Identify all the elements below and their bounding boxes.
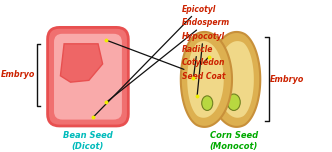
Text: Epicotyl: Epicotyl bbox=[93, 5, 216, 117]
FancyBboxPatch shape bbox=[54, 34, 122, 120]
Polygon shape bbox=[209, 32, 260, 127]
Text: Hypocotyl: Hypocotyl bbox=[182, 32, 225, 96]
Polygon shape bbox=[60, 44, 103, 82]
Ellipse shape bbox=[202, 96, 213, 111]
Polygon shape bbox=[181, 32, 232, 127]
Text: Radicle: Radicle bbox=[182, 45, 213, 78]
Polygon shape bbox=[187, 41, 224, 118]
FancyBboxPatch shape bbox=[47, 27, 128, 126]
Text: Endosperm: Endosperm bbox=[106, 18, 230, 102]
Text: Corn Seed
(Monocot): Corn Seed (Monocot) bbox=[209, 131, 258, 151]
Ellipse shape bbox=[227, 94, 240, 111]
Polygon shape bbox=[217, 41, 254, 118]
Text: Seed Coat: Seed Coat bbox=[106, 40, 225, 81]
Text: Cotyledon: Cotyledon bbox=[182, 57, 225, 67]
Text: Bean Seed
(Dicot): Bean Seed (Dicot) bbox=[63, 131, 113, 151]
Text: Embryo: Embryo bbox=[1, 70, 36, 79]
Text: Embryo: Embryo bbox=[270, 75, 304, 84]
